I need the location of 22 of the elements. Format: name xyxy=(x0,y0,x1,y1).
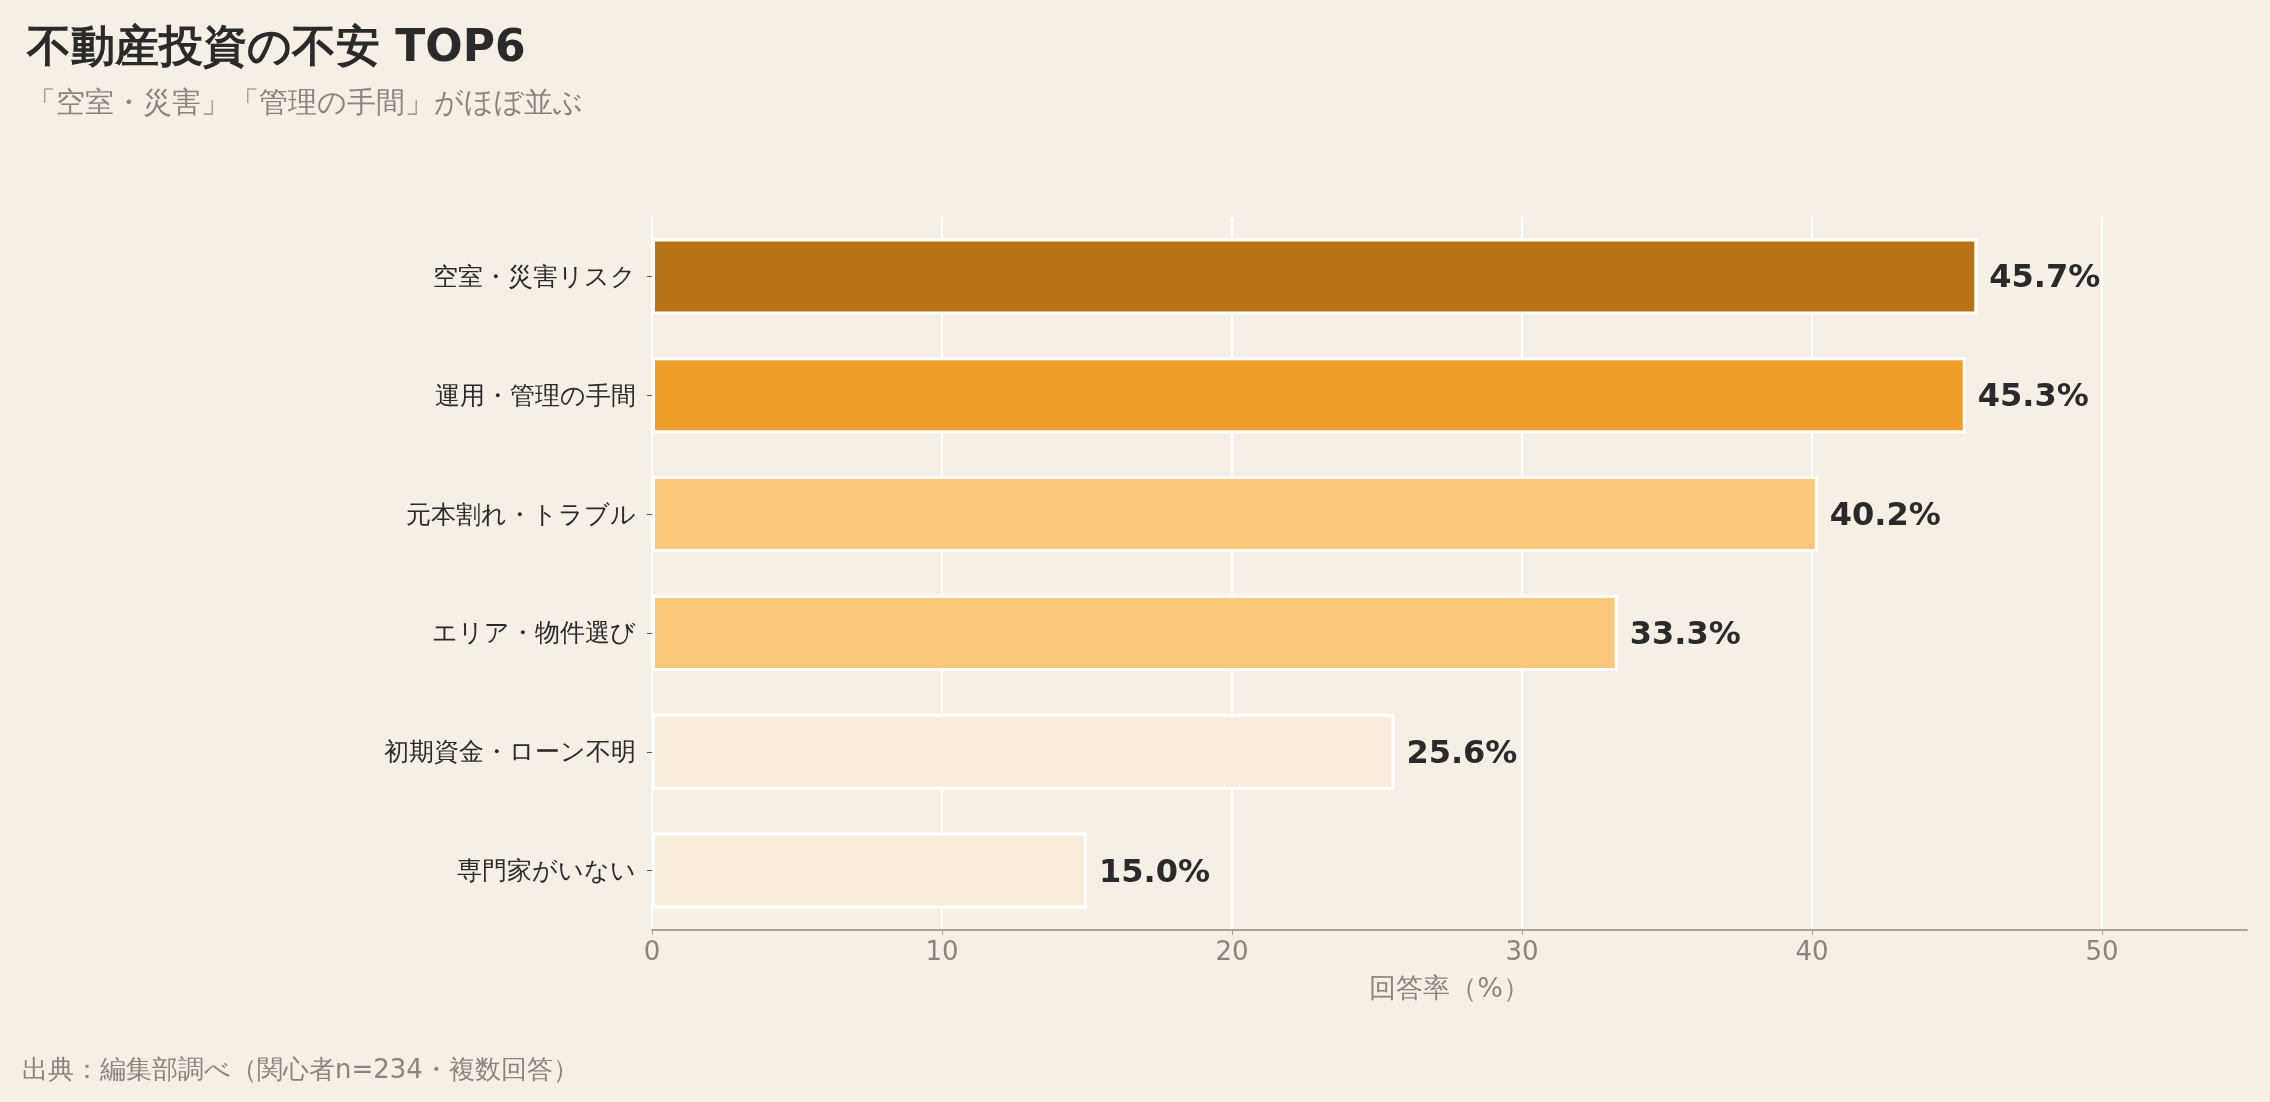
text: 不動産投資の不安 TOP6 xyxy=(26,19,526,71)
x-tick-label: 30 xyxy=(1505,936,1539,966)
x-axis-title: 回答率（%） xyxy=(1369,972,1530,1003)
y-tick-label: 初期資金・ローン不明 xyxy=(384,737,636,767)
data-label: 40.2% xyxy=(1829,495,1941,534)
y-tick-label: 運用・管理の手間 xyxy=(435,380,636,410)
y-tick-label: 専門家がいない xyxy=(457,856,636,886)
y-tick-label: 空室・災害リスク xyxy=(433,261,636,291)
x-tick-label: 20 xyxy=(1215,936,1249,966)
x-tick-label: 50 xyxy=(2085,936,2119,966)
y-tick-label: エリア・物件選び xyxy=(432,618,636,648)
data-label: 33.3% xyxy=(1629,613,1741,652)
data-label: 15.0% xyxy=(1099,851,1211,890)
data-label: 45.3% xyxy=(1977,376,2089,415)
data-label: 25.6% xyxy=(1406,732,1518,771)
source-note: 出典：編集部調べ（関心者n=234・複数回答） xyxy=(22,1054,579,1084)
x-tick-label: 0 xyxy=(643,936,661,966)
x-tick-label: 10 xyxy=(925,936,959,966)
x-tick-label: 40 xyxy=(1795,936,1829,966)
text: 「空室・災害」「管理の手間」がほぼ並ぶ xyxy=(27,84,583,119)
data-label: 45.7% xyxy=(1989,257,2101,296)
y-tick-label: 元本割れ・トラブル xyxy=(406,499,636,529)
